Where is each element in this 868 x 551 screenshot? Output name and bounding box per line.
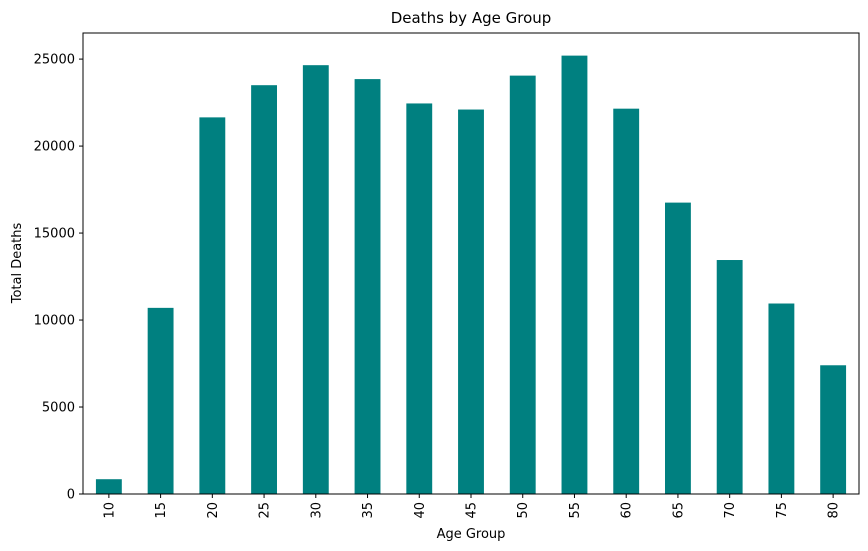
x-tick-label: 75 <box>775 502 790 519</box>
bar-35 <box>354 79 381 494</box>
y-axis: 0 5000 10000 15000 20000 25000 <box>34 53 83 503</box>
x-tick-label: 70 <box>723 502 738 519</box>
x-axis-label: Age Group <box>437 527 506 542</box>
x-tick-label: 20 <box>206 502 221 519</box>
y-tick-label: 25000 <box>34 53 75 68</box>
x-tick-label: 45 <box>465 502 480 519</box>
bar-60 <box>613 108 640 495</box>
bar-55 <box>561 55 588 495</box>
bars-group <box>95 55 847 495</box>
x-tick-label: 55 <box>568 502 583 519</box>
y-tick-label: 15000 <box>34 227 75 242</box>
x-tick-label: 35 <box>361 502 376 519</box>
bar-45 <box>458 109 484 494</box>
bar-40 <box>406 103 433 494</box>
bar-50 <box>509 75 536 495</box>
x-tick-label: 40 <box>413 502 428 519</box>
bar-10 <box>95 479 122 494</box>
x-tick-label: 25 <box>258 502 273 519</box>
y-tick-label: 0 <box>67 488 75 503</box>
plot-frame <box>82 32 860 495</box>
bar-20 <box>199 117 226 495</box>
x-axis: 10 15 20 25 30 35 40 45 50 55 60 65 70 75 80 <box>102 494 842 519</box>
y-tick-label: 20000 <box>34 140 75 155</box>
y-axis-label: Total Deaths <box>10 222 25 304</box>
bar-80 <box>820 365 847 494</box>
y-tick-label: 5000 <box>42 401 75 416</box>
x-tick-label: 60 <box>620 502 635 519</box>
x-tick-label: 15 <box>154 502 169 519</box>
x-tick-label: 65 <box>671 502 686 519</box>
bar-70 <box>716 260 743 494</box>
bar-30 <box>302 65 329 495</box>
x-tick-label: 50 <box>516 502 531 519</box>
x-tick-label: 80 <box>827 502 842 519</box>
bar-25 <box>251 85 277 494</box>
y-tick-label: 10000 <box>34 314 75 329</box>
bar-65 <box>665 202 691 495</box>
x-tick-label: 30 <box>309 502 324 519</box>
bar-15 <box>147 307 174 494</box>
x-tick-label: 10 <box>102 502 117 519</box>
chart-title: Deaths by Age Group <box>391 9 552 27</box>
bar-75 <box>768 303 795 494</box>
